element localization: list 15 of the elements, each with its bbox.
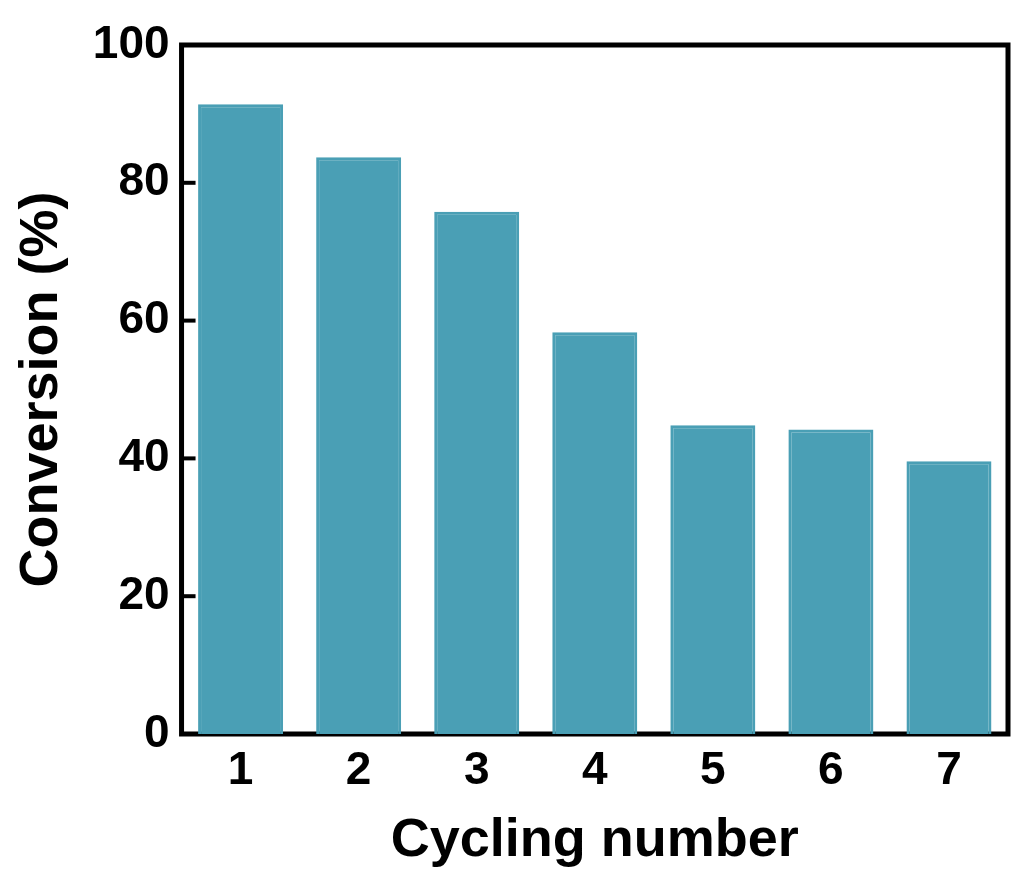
y-tick-label: 20 (118, 566, 170, 619)
y-tick-label: 0 (143, 704, 170, 757)
x-tick-label: 6 (818, 742, 844, 795)
x-tick-label: 7 (936, 742, 962, 795)
y-tick-label: 40 (118, 429, 170, 482)
x-tick-label: 1 (227, 742, 254, 795)
x-tick-label: 4 (581, 742, 608, 795)
x-axis-title: Cycling number (390, 807, 799, 868)
y-axis-title: Conversion (%) (8, 191, 69, 588)
x-tick-label: 5 (700, 742, 726, 795)
y-tick-label: 100 (92, 15, 170, 68)
y-tick-label: 80 (118, 153, 170, 206)
x-tick-label: 2 (345, 742, 372, 795)
y-tick-label: 60 (118, 291, 170, 344)
x-tick-label: 3 (463, 742, 490, 795)
